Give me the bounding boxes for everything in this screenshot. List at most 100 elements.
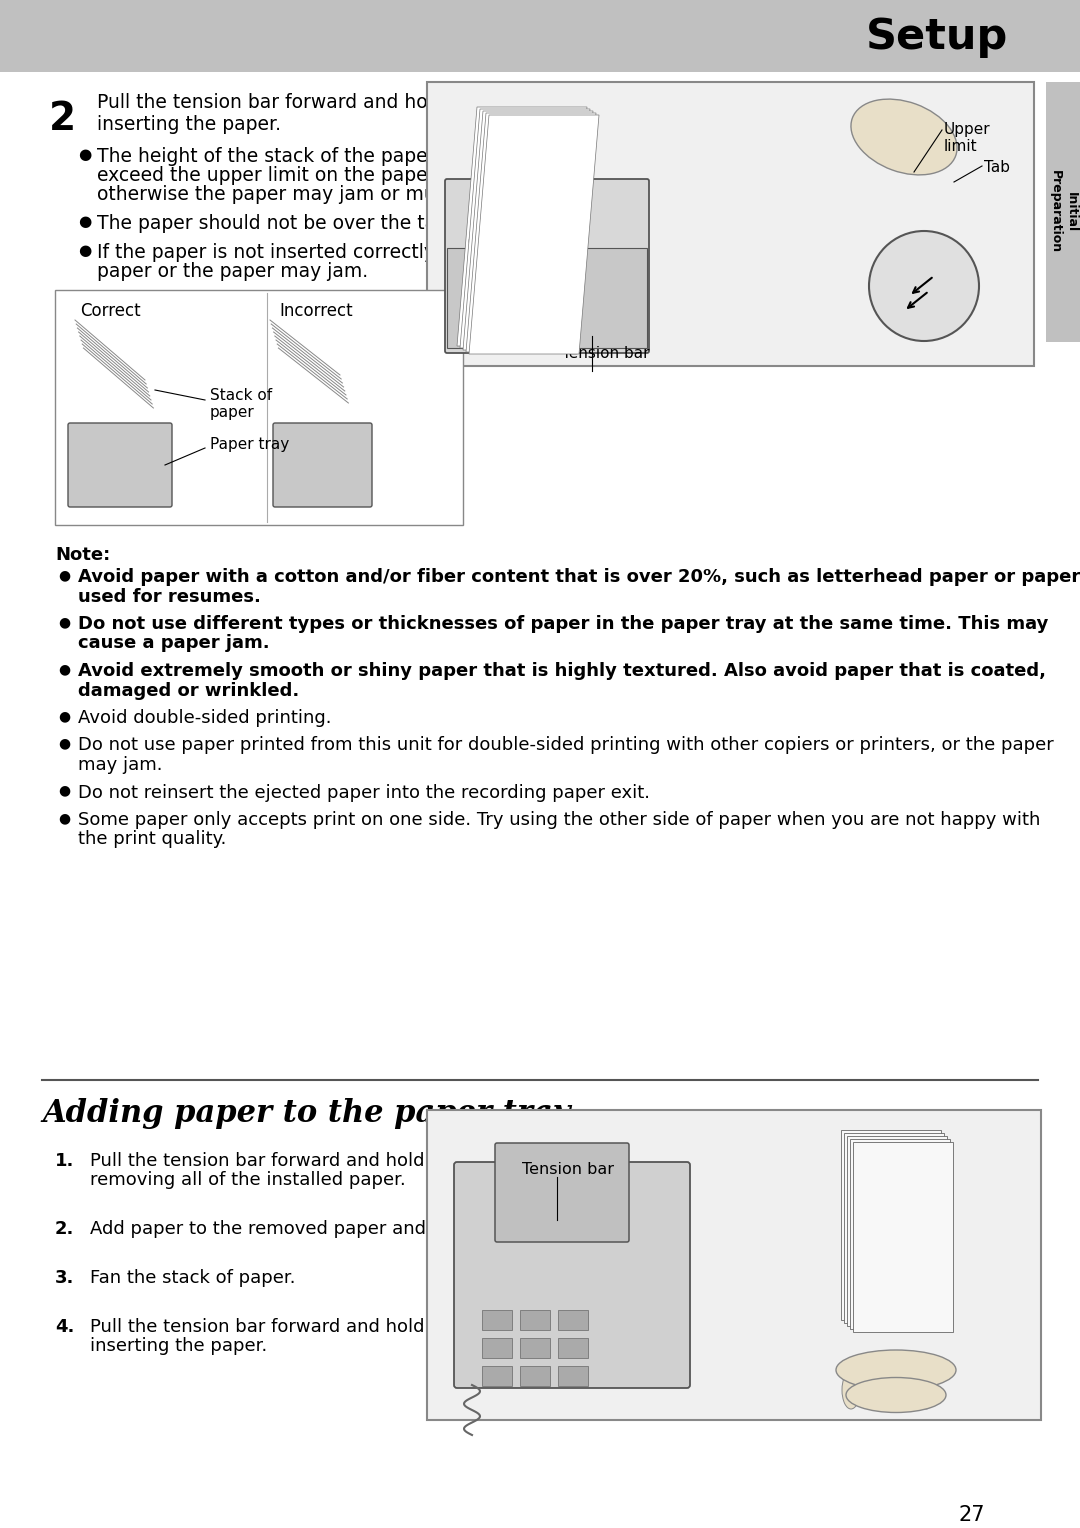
Circle shape xyxy=(501,258,517,274)
Text: Upper: Upper xyxy=(944,122,990,138)
Text: ●: ● xyxy=(78,214,91,229)
Text: Pull the tension bar forward and hold open while: Pull the tension bar forward and hold op… xyxy=(90,1319,528,1335)
Text: inserting the paper.: inserting the paper. xyxy=(90,1337,267,1355)
Bar xyxy=(427,83,1034,367)
Bar xyxy=(853,1141,953,1332)
Text: 3.: 3. xyxy=(55,1268,75,1287)
Text: Do not use different types or thicknesses of paper in the paper tray at the same: Do not use different types or thicknesse… xyxy=(78,614,1049,633)
Text: Avoid paper with a cotton and/or fiber content that is over 20%, such as letterh: Avoid paper with a cotton and/or fiber c… xyxy=(78,568,1080,587)
Text: damaged or wrinkled.: damaged or wrinkled. xyxy=(78,681,299,700)
Bar xyxy=(558,1366,588,1386)
Text: Add paper to the removed paper and straighten.: Add paper to the removed paper and strai… xyxy=(90,1219,530,1238)
Circle shape xyxy=(501,309,517,324)
Text: limit: limit xyxy=(944,139,977,154)
Circle shape xyxy=(534,309,549,324)
Circle shape xyxy=(469,283,485,299)
Circle shape xyxy=(534,258,549,274)
Text: ●: ● xyxy=(58,568,70,582)
Text: paper or the paper may jam.: paper or the paper may jam. xyxy=(97,261,368,281)
Text: 4.: 4. xyxy=(55,1319,75,1335)
Text: Avoid extremely smooth or shiny paper that is highly textured. Also avoid paper : Avoid extremely smooth or shiny paper th… xyxy=(78,662,1047,680)
Bar xyxy=(850,1138,950,1329)
Ellipse shape xyxy=(842,1371,860,1409)
Text: removing all of the installed paper.: removing all of the installed paper. xyxy=(90,1170,406,1189)
Text: 27: 27 xyxy=(959,1505,985,1525)
Circle shape xyxy=(469,232,485,249)
Text: cause a paper jam.: cause a paper jam. xyxy=(78,634,270,652)
Text: used for resumes.: used for resumes. xyxy=(78,587,261,605)
Ellipse shape xyxy=(851,99,957,174)
Text: The paper should not be over the tab.: The paper should not be over the tab. xyxy=(97,214,454,232)
Text: If the paper is not inserted correctly, readjust the: If the paper is not inserted correctly, … xyxy=(97,243,561,261)
Text: ●: ● xyxy=(58,709,70,723)
Ellipse shape xyxy=(917,1371,935,1409)
Text: 2: 2 xyxy=(49,99,76,138)
Text: ●: ● xyxy=(58,736,70,750)
Text: The height of the stack of the paper should not: The height of the stack of the paper sho… xyxy=(97,147,540,167)
Circle shape xyxy=(869,231,978,341)
Text: Stack of: Stack of xyxy=(210,388,272,402)
Polygon shape xyxy=(469,115,599,354)
Bar xyxy=(482,1309,512,1329)
Text: 1.: 1. xyxy=(55,1152,75,1170)
Text: Tab: Tab xyxy=(984,160,1010,176)
Polygon shape xyxy=(463,112,593,350)
Bar xyxy=(558,1339,588,1358)
Text: ●: ● xyxy=(58,811,70,825)
Text: Adding paper to the paper tray: Adding paper to the paper tray xyxy=(42,1099,570,1129)
Text: Pull the tension bar forward and hold open while: Pull the tension bar forward and hold op… xyxy=(90,1152,528,1170)
FancyBboxPatch shape xyxy=(445,179,649,353)
Text: Do not reinsert the ejected paper into the recording paper exit.: Do not reinsert the ejected paper into t… xyxy=(78,784,650,802)
Text: ●: ● xyxy=(58,784,70,798)
Polygon shape xyxy=(465,113,596,351)
FancyBboxPatch shape xyxy=(495,1143,629,1242)
Ellipse shape xyxy=(892,1371,910,1409)
Text: ●: ● xyxy=(58,662,70,675)
Circle shape xyxy=(501,283,517,299)
Polygon shape xyxy=(460,108,590,348)
Text: exceed the upper limit on the paper tray,: exceed the upper limit on the paper tray… xyxy=(97,167,485,185)
Text: otherwise the paper may jam or multi-feed.: otherwise the paper may jam or multi-fee… xyxy=(97,185,508,205)
Bar xyxy=(519,1339,550,1358)
Text: Do not use paper printed from this unit for double-sided printing with other cop: Do not use paper printed from this unit … xyxy=(78,736,1054,755)
Bar xyxy=(841,1131,941,1320)
Text: Incorrect: Incorrect xyxy=(280,303,353,319)
FancyBboxPatch shape xyxy=(454,1161,690,1387)
Bar xyxy=(55,290,463,526)
Polygon shape xyxy=(457,107,588,345)
Bar xyxy=(0,0,1080,72)
Bar xyxy=(519,1366,550,1386)
Bar xyxy=(427,1109,1041,1420)
Circle shape xyxy=(469,258,485,274)
Text: paper: paper xyxy=(210,405,255,420)
Text: Initial
Preparation: Initial Preparation xyxy=(1049,171,1078,254)
Bar xyxy=(558,1309,588,1329)
Ellipse shape xyxy=(846,1378,946,1412)
Text: 2.: 2. xyxy=(55,1219,75,1238)
Text: Fan the stack of paper.: Fan the stack of paper. xyxy=(90,1268,296,1287)
Ellipse shape xyxy=(836,1351,956,1390)
Ellipse shape xyxy=(867,1371,885,1409)
Text: Correct: Correct xyxy=(80,303,140,319)
Bar xyxy=(843,1132,944,1323)
Text: may jam.: may jam. xyxy=(78,756,162,775)
Text: Pull the tension bar forward and hold open while: Pull the tension bar forward and hold op… xyxy=(97,93,552,112)
Text: Paper tray: Paper tray xyxy=(210,437,289,452)
Text: ●: ● xyxy=(78,243,91,258)
Circle shape xyxy=(534,283,549,299)
Text: ●: ● xyxy=(58,614,70,630)
Bar xyxy=(1047,83,1080,342)
Bar xyxy=(447,248,647,348)
Bar xyxy=(482,1366,512,1386)
Text: Setup: Setup xyxy=(866,17,1008,58)
FancyBboxPatch shape xyxy=(68,423,172,507)
Text: inserting the paper.: inserting the paper. xyxy=(97,115,281,134)
Text: Avoid double-sided printing.: Avoid double-sided printing. xyxy=(78,709,332,727)
Text: the print quality.: the print quality. xyxy=(78,831,227,848)
Circle shape xyxy=(501,232,517,249)
Text: Tension bar: Tension bar xyxy=(522,1161,615,1177)
Bar xyxy=(482,1339,512,1358)
Text: Tension bar: Tension bar xyxy=(562,345,649,361)
Circle shape xyxy=(534,232,549,249)
Text: Some paper only accepts print on one side. Try using the other side of paper whe: Some paper only accepts print on one sid… xyxy=(78,811,1040,830)
